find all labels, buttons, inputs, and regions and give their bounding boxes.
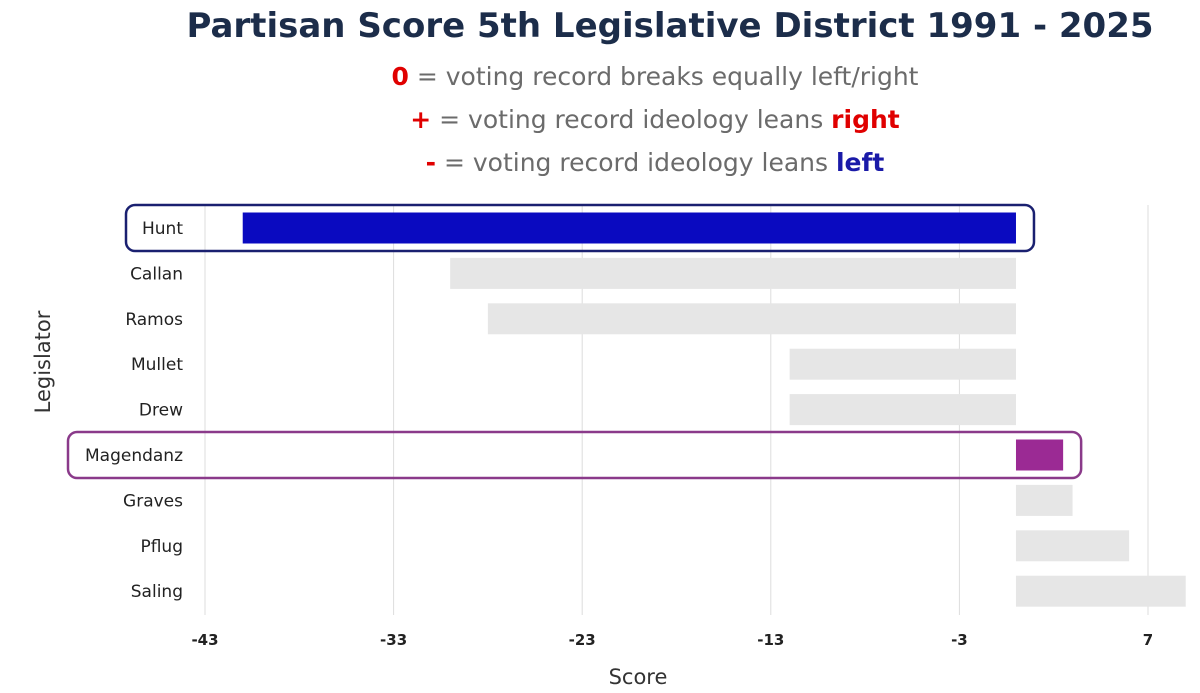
category-labels: Hunt Callan Ramos Mullet Drew Magendanz Graves… xyxy=(85,219,183,602)
x-tick-labels: -43 -33 -23 -13 -3 7 xyxy=(191,631,1153,649)
category-label: Saling xyxy=(131,582,183,602)
x-tick-label: -43 xyxy=(191,631,218,649)
bar-pflug xyxy=(1015,530,1130,562)
legend-minus-text: = voting record ideology leans xyxy=(436,148,836,177)
bar-hunt xyxy=(242,212,1016,244)
legend-plus-emph: right xyxy=(831,105,900,134)
legend-minus-symbol: - xyxy=(425,148,437,177)
category-label: Ramos xyxy=(125,310,183,330)
category-label: Hunt xyxy=(142,219,183,239)
category-label: Graves xyxy=(123,491,183,511)
bar-saling xyxy=(1015,575,1186,607)
bar-callan xyxy=(450,257,1016,289)
category-label: Drew xyxy=(139,401,183,421)
x-tick-label: -33 xyxy=(380,631,407,649)
bar-mullet xyxy=(789,348,1016,380)
x-axis-label: Score xyxy=(609,665,668,689)
y-axis-label: Legislator xyxy=(31,310,55,413)
x-tick-label: 7 xyxy=(1143,631,1153,649)
legend-minus-emph: left xyxy=(835,148,885,177)
legend-zero-text: = voting record breaks equally left/righ… xyxy=(408,62,919,91)
x-tick-label: -13 xyxy=(757,631,784,649)
bar-graves xyxy=(1015,484,1073,516)
category-label: Magendanz xyxy=(85,446,183,466)
highlight-box-magendanz xyxy=(66,430,1083,480)
x-tick-label: -23 xyxy=(569,631,596,649)
x-tick-label: -3 xyxy=(951,631,968,649)
chart-title: Partisan Score 5th Legislative District … xyxy=(186,6,1154,46)
legend-minus: - = voting record ideology leans left xyxy=(150,148,1160,177)
category-label: Callan xyxy=(130,264,183,284)
legend-plus-text: = voting record ideology leans xyxy=(431,105,832,134)
legend-zero: 0 = voting record breaks equally left/ri… xyxy=(150,62,1160,91)
highlight-boxes xyxy=(66,203,1083,480)
legend-zero-symbol: 0 xyxy=(391,62,409,91)
category-label: Mullet xyxy=(131,355,183,375)
category-label: Pflug xyxy=(140,537,183,557)
highlight-box-hunt xyxy=(124,203,1036,253)
bar-drew xyxy=(789,394,1016,426)
legend-plus: + = voting record ideology leans right xyxy=(150,105,1160,134)
bar-ramos xyxy=(487,303,1016,335)
legend-plus-symbol: + xyxy=(410,105,432,134)
bars xyxy=(242,212,1186,607)
bar-magendanz xyxy=(1015,439,1064,471)
